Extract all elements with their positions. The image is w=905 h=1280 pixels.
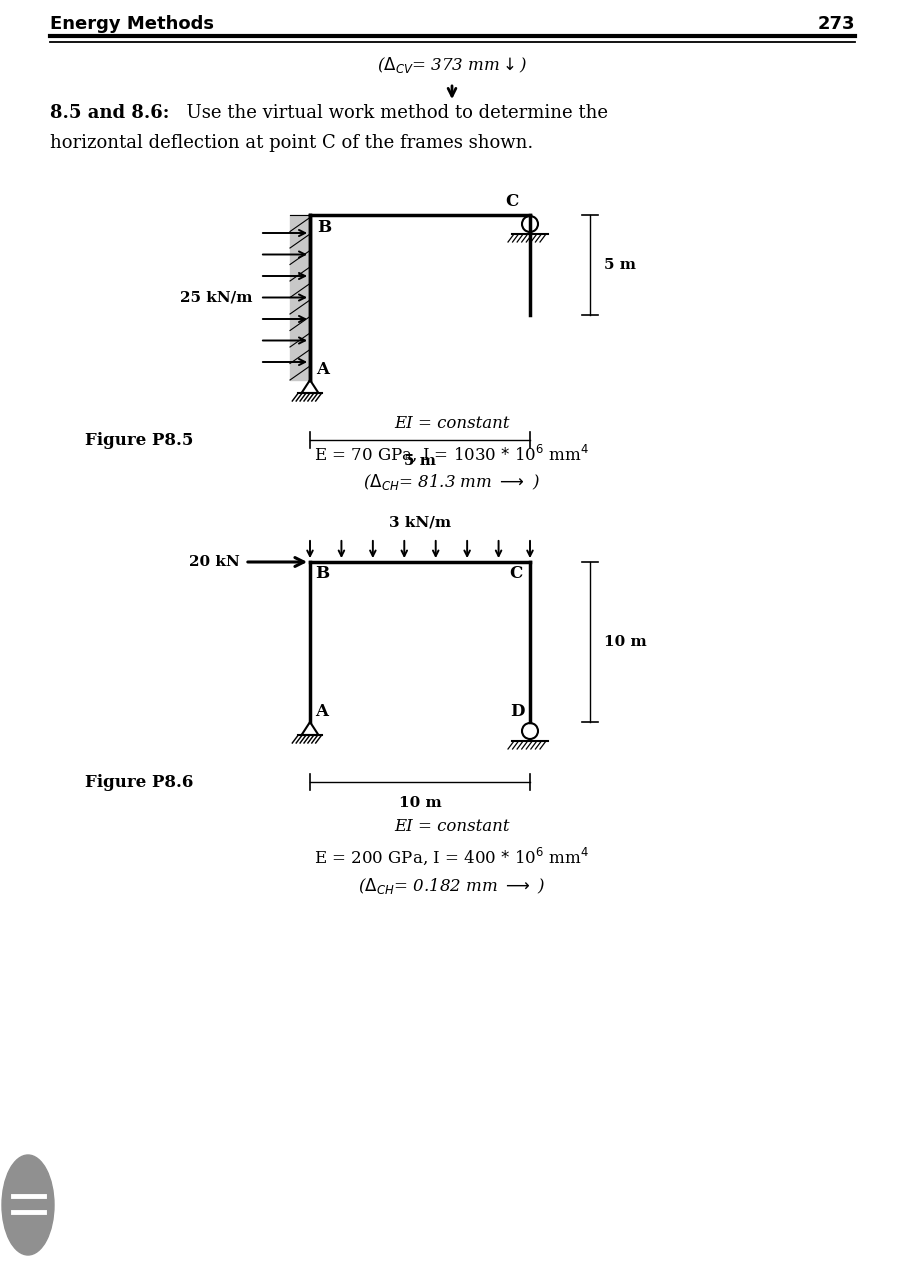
Text: D: D [510, 703, 525, 719]
Text: A: A [315, 703, 328, 719]
Text: C: C [509, 564, 522, 582]
Text: 20 kN: 20 kN [189, 556, 240, 570]
Text: 3 kN/m: 3 kN/m [389, 516, 451, 530]
Text: 8.5 and 8.6:: 8.5 and 8.6: [50, 104, 169, 122]
Text: 273: 273 [817, 15, 855, 33]
Text: Figure P8.6: Figure P8.6 [85, 774, 194, 791]
Text: 25 kN/m: 25 kN/m [179, 291, 252, 305]
Ellipse shape [2, 1155, 54, 1254]
Text: B: B [315, 564, 329, 582]
Text: ($\Delta_{CH}$= 0.182 mm $\longrightarrow$ ): ($\Delta_{CH}$= 0.182 mm $\longrightarro… [358, 876, 546, 896]
Text: Use the virtual work method to determine the: Use the virtual work method to determine… [175, 104, 608, 122]
Text: C: C [505, 193, 518, 210]
Text: E = 200 GPa, I = 400 $*$ 10$^6$ mm$^4$: E = 200 GPa, I = 400 $*$ 10$^6$ mm$^4$ [314, 846, 589, 868]
Text: E = 70 GPa, I = 1030 $*$ 10$^6$ mm$^4$: E = 70 GPa, I = 1030 $*$ 10$^6$ mm$^4$ [314, 443, 589, 465]
Text: A: A [316, 361, 329, 378]
Text: EI = constant: EI = constant [395, 818, 510, 835]
Text: B: B [317, 219, 331, 236]
Text: 10 m: 10 m [398, 796, 442, 810]
Text: ($\Delta_{CH}$= 81.3 mm $\longrightarrow$ ): ($\Delta_{CH}$= 81.3 mm $\longrightarrow… [364, 472, 540, 492]
Text: ($\Delta_{CV}$= 373 mm$\downarrow$): ($\Delta_{CV}$= 373 mm$\downarrow$) [376, 55, 528, 76]
Text: horizontal deflection at point C of the frames shown.: horizontal deflection at point C of the … [50, 134, 533, 152]
Text: 5 m: 5 m [604, 259, 636, 271]
Text: Energy Methods: Energy Methods [50, 15, 214, 33]
Text: EI = constant: EI = constant [395, 415, 510, 431]
Text: 10 m: 10 m [604, 635, 647, 649]
Text: 5 m: 5 m [404, 454, 436, 468]
Text: Figure P8.5: Figure P8.5 [85, 431, 194, 449]
